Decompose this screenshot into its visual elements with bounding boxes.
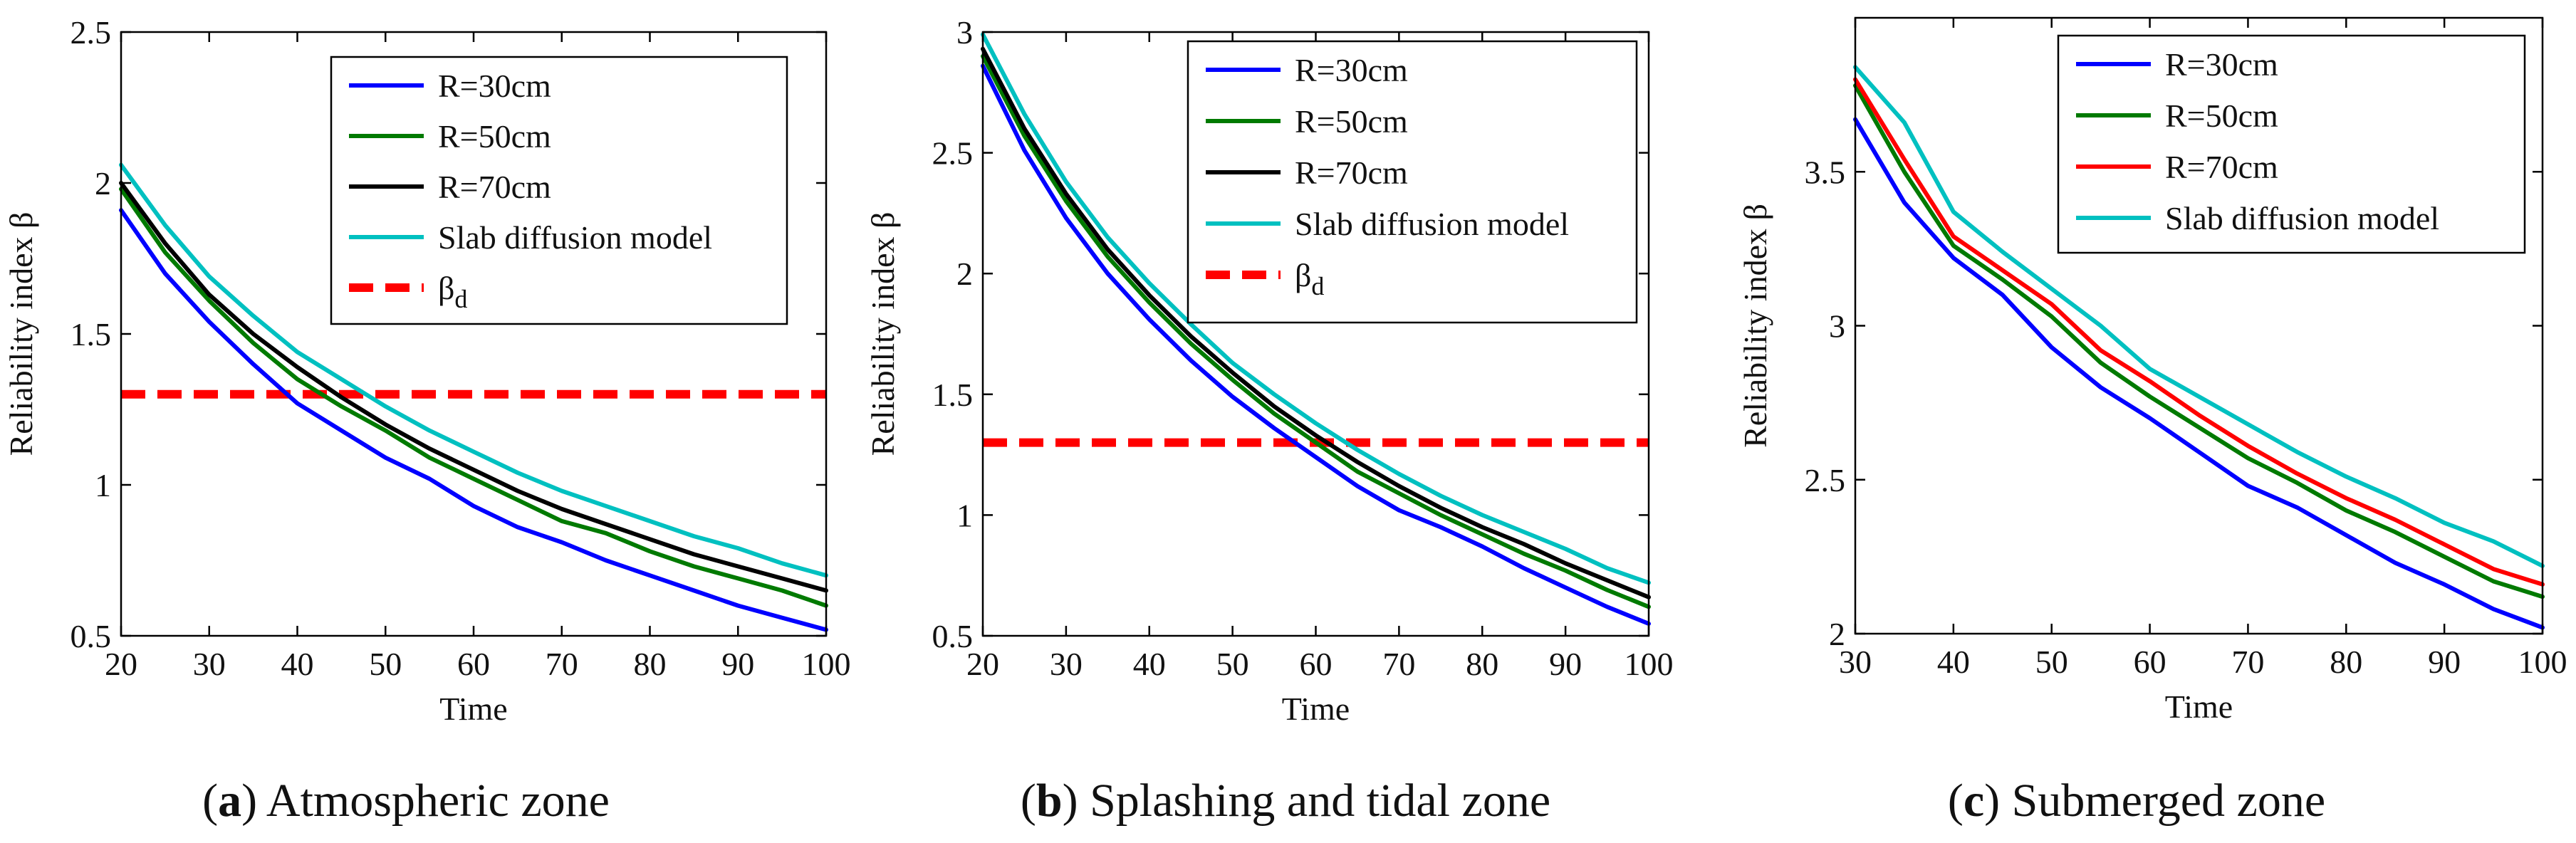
x-tick-label: 100 bbox=[2518, 644, 2567, 680]
y-tick-label: 1.5 bbox=[932, 377, 974, 413]
legend-label-1: R=30cm bbox=[438, 68, 551, 104]
legend-box bbox=[330, 56, 788, 325]
series-line-3 bbox=[981, 46, 1651, 599]
legend-label-4: Slab diffusion model bbox=[1295, 206, 1569, 242]
y-tick-label: 0.5 bbox=[71, 618, 112, 654]
x-tick-label: 60 bbox=[457, 646, 490, 682]
y-tick-label: 1 bbox=[956, 497, 973, 533]
caption-a: (a) Atmospheric zone bbox=[202, 775, 610, 827]
legend-label-3: R=70cm bbox=[1295, 155, 1408, 191]
x-tick-label: 50 bbox=[369, 646, 402, 682]
x-tick-label: 50 bbox=[2035, 644, 2068, 680]
x-tick-label: 80 bbox=[2330, 644, 2362, 680]
caption-c: (c) Submerged zone bbox=[1947, 775, 2326, 827]
x-tick-label: 40 bbox=[1133, 646, 1166, 682]
chart-panel-a: 20 30 40 50 60 70 80 90 100 0.5 1 1.5 2 2.5 Time Reliab… bbox=[3, 14, 851, 727]
x-tick-label: 20 bbox=[105, 646, 137, 682]
legend-label-4: Slab diffusion model bbox=[2165, 200, 2439, 236]
y-tick-label: 3 bbox=[1829, 308, 1845, 345]
legend-label-2: R=50cm bbox=[438, 118, 551, 155]
y-tick-label: 2 bbox=[95, 165, 111, 201]
x-tick-label: 40 bbox=[1937, 644, 1970, 680]
x-tick-label: 30 bbox=[1839, 644, 1872, 680]
series-line-2 bbox=[119, 187, 828, 608]
series-line-1 bbox=[119, 208, 828, 632]
x-tick-label: 100 bbox=[1625, 646, 1674, 682]
x-tick-label: 60 bbox=[2134, 644, 2166, 680]
y-axis-label: Reliability index β bbox=[865, 212, 901, 456]
legend-label-3: R=70cm bbox=[438, 169, 551, 205]
x-tick-label: 70 bbox=[1382, 646, 1415, 682]
x-tick-label: 40 bbox=[281, 646, 314, 682]
x-tick-label: 50 bbox=[1216, 646, 1249, 682]
series-line-3 bbox=[1853, 77, 2545, 587]
caption-b: (b) Splashing and tidal zone bbox=[1020, 775, 1551, 827]
y-tick-label: 1.5 bbox=[71, 316, 112, 352]
x-axis-label: Time bbox=[2165, 688, 2233, 725]
x-tick-label: 20 bbox=[966, 646, 999, 682]
x-tick-label: 100 bbox=[802, 646, 851, 682]
legend-label-2: R=50cm bbox=[1295, 103, 1408, 140]
x-tick-label: 60 bbox=[1300, 646, 1333, 682]
y-tick-label: 3 bbox=[956, 14, 973, 51]
legend-label-4: Slab diffusion model bbox=[438, 219, 712, 256]
y-tick-label: 2 bbox=[1829, 616, 1845, 652]
series-line-4 bbox=[981, 32, 1651, 585]
y-tick-label: 1 bbox=[95, 467, 111, 503]
legend-box bbox=[1187, 40, 1638, 324]
x-axis-label: Time bbox=[439, 691, 507, 727]
y-tick-label: 2.5 bbox=[932, 135, 974, 172]
x-tick-label: 30 bbox=[193, 646, 226, 682]
y-tick-label: 3.5 bbox=[1805, 154, 1846, 190]
y-axis-label: Reliability index β bbox=[1737, 204, 1773, 448]
series-line-4 bbox=[119, 162, 828, 578]
x-tick-label: 90 bbox=[2428, 644, 2461, 680]
y-tick-label: 2 bbox=[956, 256, 973, 292]
legend-label-2: R=50cm bbox=[2165, 98, 2278, 134]
chart-panel-b: 20 30 40 50 60 70 80 90 100 0.5 1 1.5 2 2.5 3 Time Relia… bbox=[865, 14, 1674, 727]
series-line-3 bbox=[119, 181, 828, 593]
x-tick-label: 80 bbox=[1466, 646, 1498, 682]
legend: R=30cm R=50cm R=70cm Slab diffusion model bbox=[2057, 34, 2526, 254]
x-tick-label: 80 bbox=[634, 646, 667, 682]
x-tick-label: 30 bbox=[1050, 646, 1083, 682]
series-line-1 bbox=[1853, 117, 2545, 630]
x-tick-label: 70 bbox=[2231, 644, 2264, 680]
y-tick-label: 0.5 bbox=[932, 618, 974, 654]
series-line-4 bbox=[1853, 65, 2545, 568]
legend-label-1: R=30cm bbox=[1295, 52, 1408, 88]
x-tick-label: 70 bbox=[546, 646, 578, 682]
series-line-1 bbox=[981, 63, 1651, 626]
legend-label-3: R=70cm bbox=[2165, 149, 2278, 185]
y-axis-label: Reliability index β bbox=[3, 212, 39, 456]
x-tick-label: 90 bbox=[1549, 646, 1582, 682]
y-tick-label: 2.5 bbox=[1805, 462, 1846, 498]
legend-label-1: R=30cm bbox=[2165, 46, 2278, 83]
series-line-2 bbox=[1853, 83, 2545, 599]
x-axis-label: Time bbox=[1282, 691, 1350, 727]
x-tick-label: 90 bbox=[721, 646, 754, 682]
chart-panel-c: 30 40 50 60 70 80 90 100 2 2.5 3 3.5 Time Reliability… bbox=[1737, 16, 2567, 725]
y-tick-label: 2.5 bbox=[71, 14, 112, 51]
series-line-2 bbox=[981, 53, 1651, 609]
